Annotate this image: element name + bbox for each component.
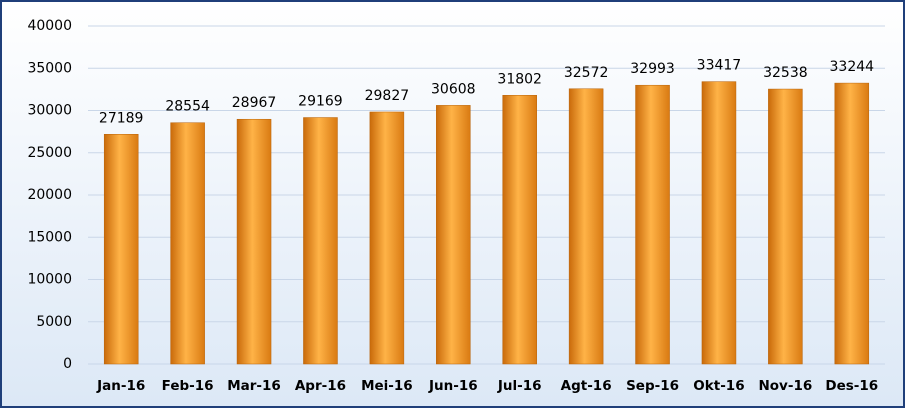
x-tick-label: Jan-16 bbox=[96, 378, 145, 394]
data-label: 28967 bbox=[232, 95, 277, 111]
bar bbox=[369, 111, 405, 365]
x-tick-label: Mei-16 bbox=[361, 378, 413, 394]
x-tick-label: Agt-16 bbox=[561, 378, 612, 394]
bar bbox=[436, 105, 471, 365]
y-tick-label: 20000 bbox=[27, 187, 72, 203]
x-tick-label: Apr-16 bbox=[295, 378, 346, 394]
x-tick-label: Nov-16 bbox=[758, 378, 812, 394]
y-tick-label: 15000 bbox=[27, 229, 72, 245]
x-tick-label: Mar-16 bbox=[227, 378, 281, 394]
y-tick-label: 30000 bbox=[27, 103, 72, 119]
x-tick-label: Sep-16 bbox=[626, 378, 679, 394]
y-tick-label: 35000 bbox=[27, 60, 72, 76]
x-tick-label: Feb-16 bbox=[162, 378, 214, 394]
data-label: 30608 bbox=[431, 81, 476, 97]
bar bbox=[568, 88, 604, 365]
bar bbox=[502, 95, 537, 365]
bar bbox=[768, 88, 803, 365]
data-label: 27189 bbox=[99, 110, 144, 126]
y-tick-label: 5000 bbox=[36, 314, 72, 330]
bar bbox=[834, 82, 870, 365]
data-label: 32993 bbox=[630, 61, 675, 77]
data-label: 33417 bbox=[697, 58, 742, 74]
bar bbox=[170, 122, 205, 365]
x-tick-label: Jul-16 bbox=[497, 378, 542, 394]
bar bbox=[236, 118, 272, 365]
data-label: 33244 bbox=[830, 59, 875, 75]
data-label: 28554 bbox=[165, 99, 210, 115]
data-label: 29169 bbox=[298, 94, 343, 110]
x-tick-label: Okt-16 bbox=[693, 378, 744, 394]
data-label: 32572 bbox=[564, 65, 609, 81]
y-tick-label: 25000 bbox=[27, 145, 72, 161]
bar bbox=[701, 81, 737, 365]
x-tick-label: Jun-16 bbox=[428, 378, 478, 394]
data-label: 32538 bbox=[763, 65, 808, 81]
y-tick-label: 10000 bbox=[27, 272, 72, 288]
data-label: 31802 bbox=[497, 71, 542, 87]
bar bbox=[303, 117, 338, 365]
bar bbox=[103, 134, 139, 365]
y-tick-label: 0 bbox=[63, 356, 72, 372]
bar bbox=[635, 84, 670, 365]
y-tick-label: 40000 bbox=[27, 18, 72, 34]
data-label: 29827 bbox=[365, 88, 410, 104]
x-tick-label: Des-16 bbox=[825, 378, 878, 394]
